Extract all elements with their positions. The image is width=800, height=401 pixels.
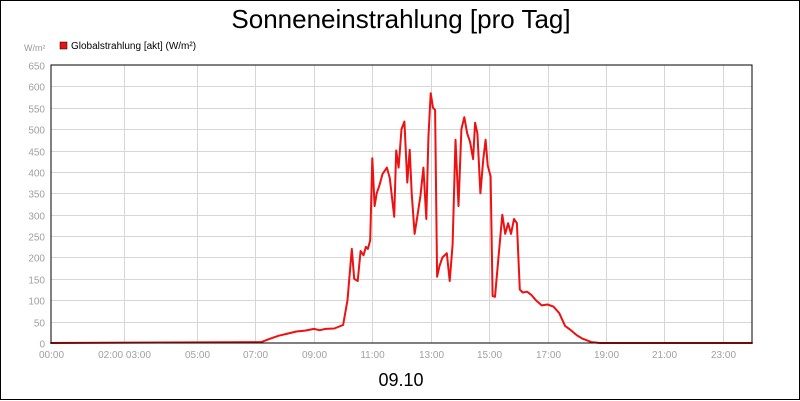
y-tick-label: 500 [28, 126, 45, 137]
x-tick-label: 07:00 [243, 350, 268, 361]
date-label: 09.10 [378, 370, 423, 390]
y-tick-label: 200 [28, 254, 45, 265]
legend: Globalstrahlung [akt] (W/m²) [60, 41, 196, 52]
x-tick-label: 23:00 [711, 350, 736, 361]
y-tick-label: 650 [28, 62, 45, 73]
y-tick-label: 100 [28, 297, 45, 308]
y-tick-label: 50 [34, 319, 46, 330]
x-tick-label: 21:00 [652, 350, 677, 361]
x-tick-label: 19:00 [594, 350, 619, 361]
y-tick-label: 300 [28, 212, 45, 223]
y-axis-unit-label: W/m² [24, 43, 46, 53]
y-tick-label: 550 [28, 105, 45, 116]
chart-title: Sonneneinstrahlung [pro Tag] [231, 4, 570, 34]
plot-area [51, 65, 752, 343]
x-tick-label: 11:00 [360, 350, 385, 361]
y-tick-labels: 0 50 100 150 200 250 300 350 400 450 500 550 600 650 [28, 62, 45, 351]
x-tick-label: 17:00 [536, 350, 561, 361]
x-tick-label: 09:00 [302, 350, 327, 361]
y-tick-label: 150 [28, 276, 45, 287]
legend-swatch [60, 42, 67, 49]
x-tick-label: 15:00 [477, 350, 502, 361]
y-tick-label: 450 [28, 148, 45, 159]
y-tick-label: 0 [39, 340, 45, 351]
x-tick-label: 05:00 [185, 350, 210, 361]
x-tick-label: 00:00 [39, 350, 64, 361]
x-tick-label: 02:00 03:00 [98, 350, 151, 361]
x-tick-label: 13:00 [419, 350, 444, 361]
legend-label: Globalstrahlung [akt] (W/m²) [71, 41, 196, 52]
x-tick-labels: 00:00 02:00 03:00 05:00 07:00 09:00 11:00 13:0… [39, 350, 736, 361]
y-tick-label: 400 [28, 169, 45, 180]
y-tick-label: 250 [28, 233, 45, 244]
y-tick-label: 350 [28, 190, 45, 201]
y-tick-label: 600 [28, 83, 45, 94]
